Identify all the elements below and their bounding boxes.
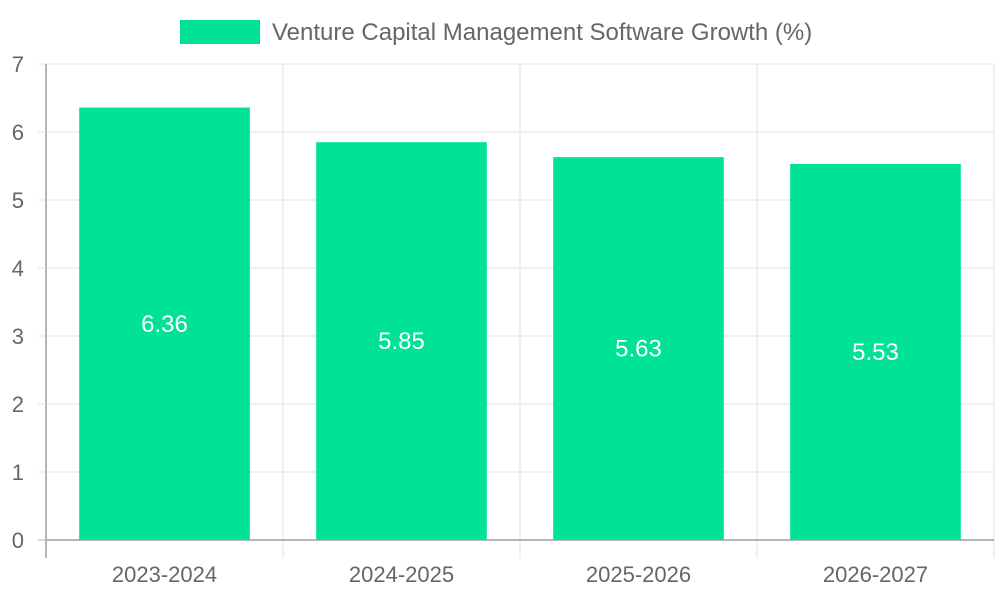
y-tick-label: 5 <box>12 188 24 213</box>
bar[interactable] <box>790 163 961 540</box>
y-tick-label: 0 <box>12 528 24 553</box>
legend-label: Venture Capital Management Software Grow… <box>272 19 812 46</box>
y-tick-label: 4 <box>12 256 24 281</box>
data-label: 5.53 <box>852 339 899 366</box>
data-label: 5.85 <box>378 328 425 355</box>
x-tick-label: 2025-2026 <box>586 562 691 587</box>
data-label: 6.36 <box>141 311 188 338</box>
bar[interactable] <box>79 107 250 541</box>
x-tick-label: 2023-2024 <box>112 562 217 587</box>
legend-swatch <box>180 20 260 44</box>
axes <box>38 64 994 558</box>
bars <box>79 107 961 541</box>
y-tick-label: 2 <box>12 392 24 417</box>
data-label: 5.63 <box>615 336 662 363</box>
y-tick-label: 7 <box>12 52 24 77</box>
y-tick-label: 1 <box>12 460 24 485</box>
x-tick-label: 2024-2025 <box>349 562 454 587</box>
y-tick-label: 3 <box>12 324 24 349</box>
data-labels: 6.36 5.85 5.63 5.53 <box>141 311 899 366</box>
legend[interactable]: Venture Capital Management Software Grow… <box>180 19 812 46</box>
x-tick-label: 2026-2027 <box>823 562 928 587</box>
bar[interactable] <box>316 142 487 540</box>
y-tick-label: 6 <box>12 120 24 145</box>
tick-labels: 0 1 2 3 4 5 6 7 2023-2024 2024-2025 2025-2026 2026-… <box>12 52 928 587</box>
bar[interactable] <box>553 157 724 540</box>
